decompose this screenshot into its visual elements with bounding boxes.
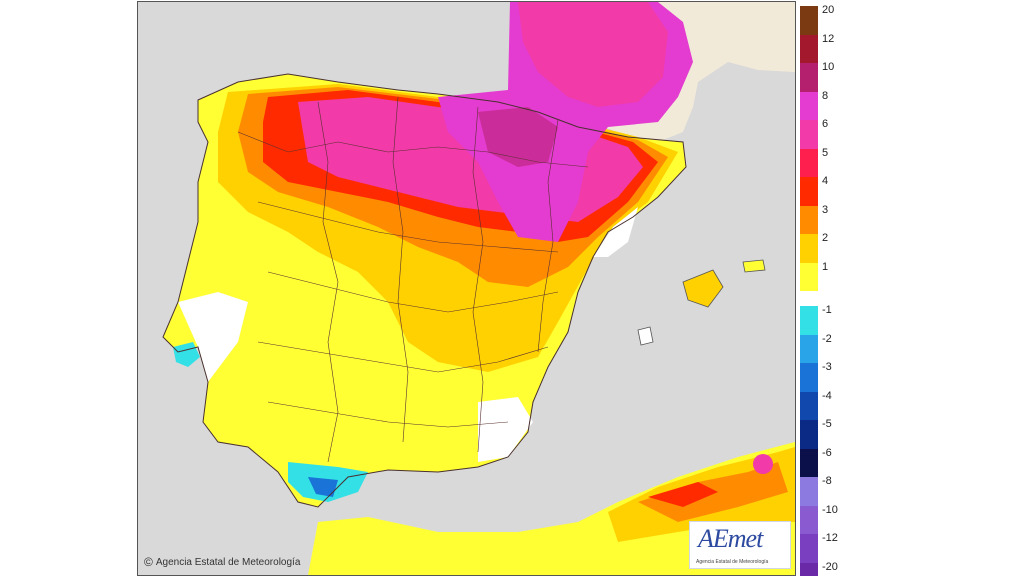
cold-area-gibraltar — [308, 477, 338, 497]
legend-label-pos-7: 3 — [822, 203, 829, 216]
legend-label-pos-2: 10 — [822, 61, 835, 73]
credit-text: Agencia Estatal de Meteorología — [155, 556, 301, 568]
legend-swatch-pos-8 — [800, 234, 818, 263]
legend-label-pos-9: 1 — [822, 260, 829, 273]
legend-label-pos-1: 12 — [822, 32, 835, 45]
coastline — [162, 73, 687, 508]
legend-swatch-neg-7 — [800, 505, 818, 534]
legend-swatch-pos-6 — [800, 177, 818, 206]
legend-swatch-neg-1 — [800, 334, 818, 363]
legend-swatch-pos-2 — [800, 63, 818, 92]
legend-swatch-neg-0 — [800, 306, 818, 335]
legend-swatch-pos-3 — [800, 91, 818, 120]
temperature-anomaly-map — [138, 2, 795, 575]
legend-swatch-neg-5 — [800, 448, 818, 477]
legend-label-pos-4: 6 — [822, 118, 829, 130]
africa-land — [308, 442, 795, 575]
copyright-icon: © — [144, 555, 153, 569]
map-frame: © Agencia Estatal de Meteorología AEmet … — [137, 1, 796, 576]
aemet-logo: AEmet Agencia Estatal de Meteorología — [689, 521, 791, 569]
legend-label-pos-6: 4 — [822, 175, 829, 187]
legend-swatch-neg-4 — [800, 420, 818, 449]
ibiza-island — [637, 326, 654, 346]
legend-label-neg-8: -12 — [822, 532, 838, 544]
legend-swatch-neg-9 — [800, 562, 818, 576]
hot-band-6-pyrenees — [518, 2, 668, 107]
africa-hot-spot — [753, 454, 773, 474]
legend-label-neg-0: -1 — [822, 304, 832, 316]
white-area-southeast — [478, 397, 533, 462]
legend-swatch-neg-3 — [800, 391, 818, 420]
mallorca-island — [682, 269, 724, 308]
legend-swatch-neg-8 — [800, 534, 818, 563]
color-legend: 20 12 10 8 6 5 4 3 2 1 -1 -2 -3 -4 -5 -6 -8 -10 -12 -20 — [800, 4, 850, 576]
white-area-west — [178, 292, 248, 382]
legend-label-neg-2: -3 — [822, 361, 832, 373]
legend-label-neg-6: -8 — [822, 475, 832, 487]
legend-label-pos-0: 20 — [822, 4, 835, 16]
legend-label-neg-9: -20 — [822, 560, 838, 573]
legend-swatch-pos-4 — [800, 120, 818, 149]
legend-label-pos-8: 2 — [822, 232, 829, 244]
legend-swatch-pos-5 — [800, 148, 818, 177]
legend-label-neg-1: -2 — [822, 332, 832, 345]
aemet-logo-subtext: Agencia Estatal de Meteorología — [696, 559, 769, 565]
legend-label-neg-5: -6 — [822, 446, 832, 459]
legend-swatch-pos-0 — [800, 6, 818, 35]
legend-label-neg-7: -10 — [822, 503, 838, 516]
legend-swatch-pos-7 — [800, 205, 818, 234]
legend-swatch-pos-9 — [800, 262, 818, 291]
legend-label-neg-4: -5 — [822, 418, 832, 430]
credit-line: © Agencia Estatal de Meteorología — [144, 555, 300, 569]
legend-label-pos-3: 8 — [822, 89, 829, 102]
legend-label-pos-5: 5 — [822, 146, 829, 159]
cool-area-levante — [593, 207, 638, 257]
africa-very-hot-area — [648, 482, 718, 507]
legend-swatch-pos-1 — [800, 34, 818, 63]
province-borders — [237, 96, 589, 463]
hot-band-8-core — [478, 107, 558, 167]
legend-swatch-neg-6 — [800, 477, 818, 506]
aemet-logo-mark: AEmet — [698, 524, 763, 553]
menorca-island — [742, 259, 766, 273]
legend-swatch-neg-2 — [800, 363, 818, 392]
legend-label-neg-3: -4 — [822, 389, 832, 402]
